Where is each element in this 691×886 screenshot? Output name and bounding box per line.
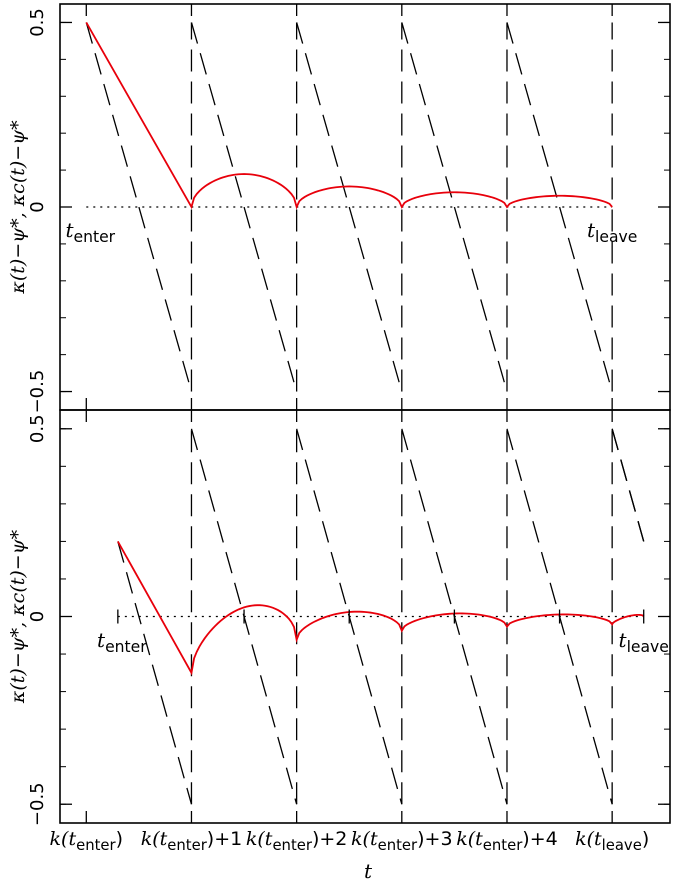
annotation-t-enter: tenter xyxy=(97,628,147,656)
plot-frame xyxy=(59,409,671,824)
red-series-line xyxy=(85,22,613,210)
panel-bottom: −0.5 0 0.5 κ(t)−ψ*, κc(t)−ψ* tenter tleave xyxy=(7,409,671,826)
y-tick-label: 0.5 xyxy=(27,8,48,37)
annotation-t-leave: tleave xyxy=(619,628,669,656)
sawtooth-segment xyxy=(506,22,613,392)
y-axis-title: κ(t)−ψ*, κc(t)−ψ* xyxy=(7,529,29,704)
x-tick-label: k(tenter)+2 xyxy=(246,828,348,854)
red-series-line xyxy=(117,540,645,676)
y-tick-label: 0 xyxy=(27,201,48,212)
x-tick-label: k(tenter)+1 xyxy=(141,828,243,854)
x-axis-title: t xyxy=(364,859,373,883)
sawtooth-segment xyxy=(117,541,193,805)
x-tick-label: k(tleave) xyxy=(575,828,649,854)
x-tick-label: k(tenter)+4 xyxy=(456,828,558,854)
annotation-t-leave: tleave xyxy=(587,218,637,246)
x-tick-label: k(tenter)+3 xyxy=(351,828,453,854)
y-tick-label: −0.5 xyxy=(27,782,48,826)
panel-top: −0.5 0 0.5 κ(t)−ψ*, κc(t)−ψ* tenter tleave xyxy=(7,3,671,414)
y-tick-label: 0.5 xyxy=(27,414,48,443)
annotation-t-enter: tenter xyxy=(65,218,115,246)
x-tick-label: k(tenter) xyxy=(50,828,124,854)
y-axis-title: κ(t)−ψ*, κc(t)−ψ* xyxy=(7,120,29,295)
sawtooth-segment xyxy=(611,428,645,542)
plot-frame xyxy=(59,3,671,411)
sawtooth-segment xyxy=(296,22,403,392)
y-tick-label: −0.5 xyxy=(27,370,48,414)
y-tick-label: 0 xyxy=(27,611,48,622)
sawtooth-segment xyxy=(401,22,508,392)
